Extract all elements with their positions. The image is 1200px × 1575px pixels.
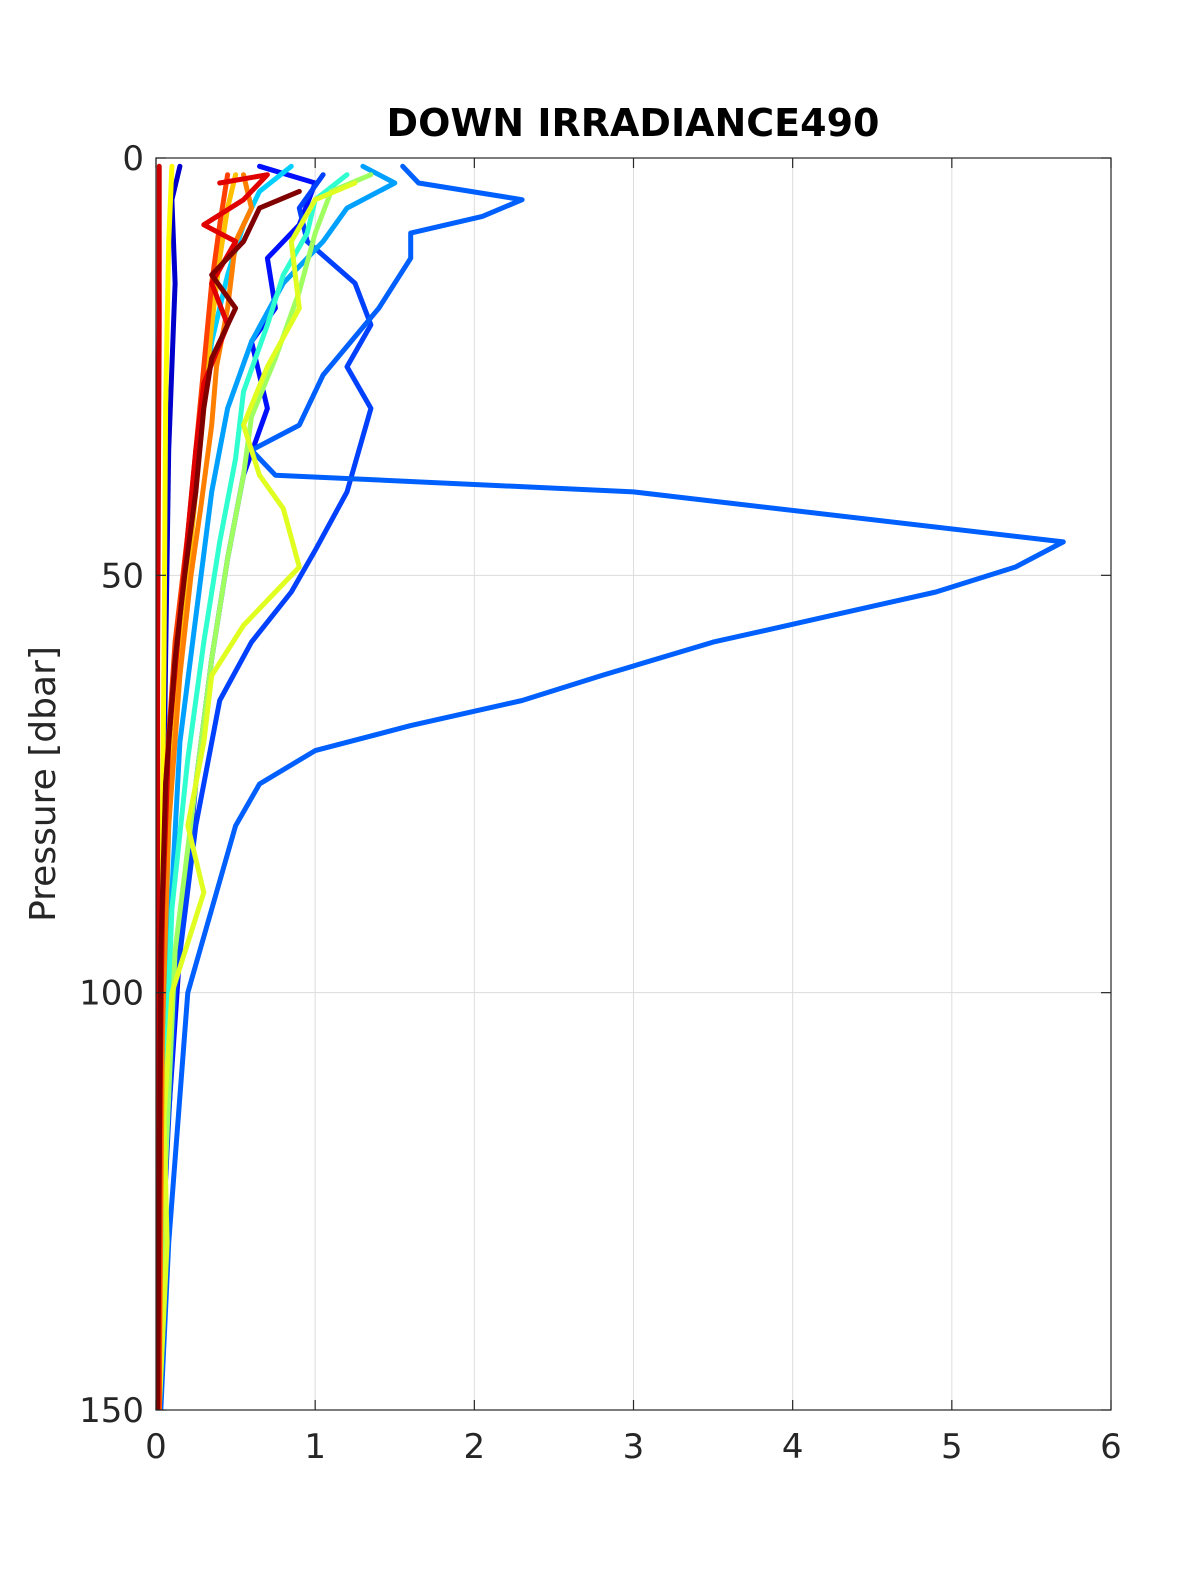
x-tick-label: 2 xyxy=(464,1427,486,1467)
x-tick-label: 6 xyxy=(1100,1427,1122,1467)
tick-marks xyxy=(155,157,1112,1411)
series-line-7 xyxy=(156,172,350,1410)
y-tick-label: 150 xyxy=(79,1391,144,1431)
x-tick-label: 5 xyxy=(941,1427,963,1467)
x-tick-label: 3 xyxy=(623,1427,645,1467)
series-line-9 xyxy=(156,180,358,1410)
series-line-3 xyxy=(156,172,374,1410)
y-tick-label: 50 xyxy=(101,556,144,596)
series-line-12 xyxy=(156,172,254,1410)
chart-title: DOWN IRRADIANCE490 xyxy=(387,101,880,145)
x-tick-labels: 0 1 2 3 4 5 6 xyxy=(145,1427,1122,1467)
grid xyxy=(155,157,1112,1411)
x-tick-label: 0 xyxy=(145,1427,167,1467)
x-tick-label: 1 xyxy=(304,1427,326,1467)
series-line-8 xyxy=(156,172,374,1410)
y-tick-label: 0 xyxy=(122,139,144,179)
series-line-4 xyxy=(158,163,1066,1410)
x-tick-label: 4 xyxy=(782,1427,804,1467)
series-line-16 xyxy=(156,188,302,1410)
y-axis-label: Pressure [dbar] xyxy=(23,646,64,922)
y-tick-labels: 0 50 100 150 xyxy=(79,139,144,1431)
series-group xyxy=(156,163,1066,1410)
y-tick-label: 100 xyxy=(79,974,144,1014)
